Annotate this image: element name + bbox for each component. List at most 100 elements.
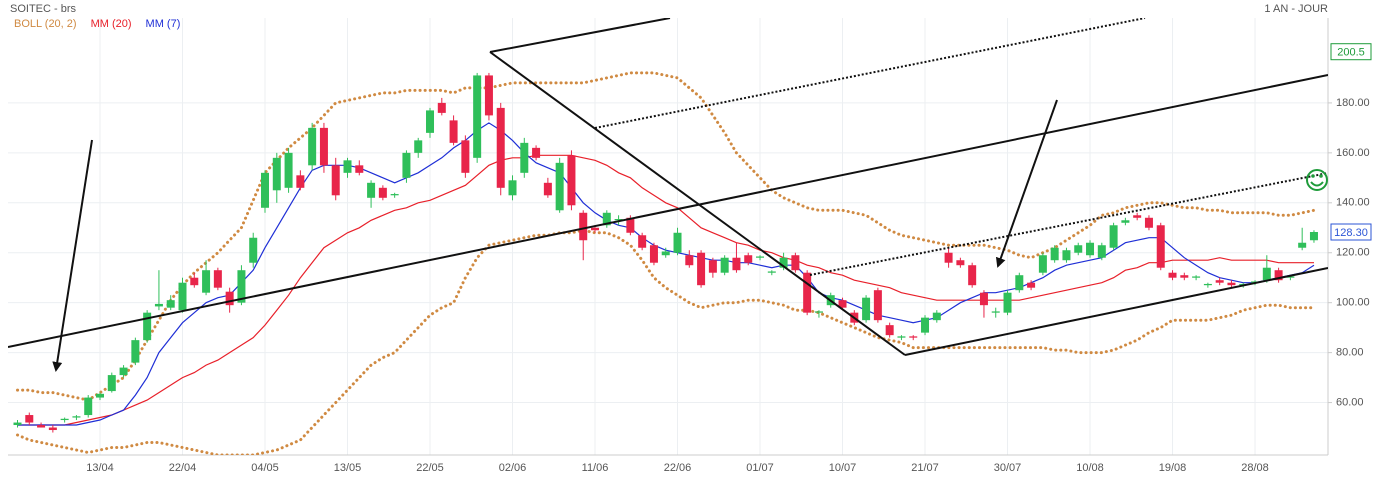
candle-body	[143, 312, 152, 341]
candle-body	[991, 311, 1000, 313]
candle-body	[756, 256, 765, 258]
candle-body	[909, 336, 918, 338]
candle-body	[48, 427, 57, 431]
candle-body	[508, 180, 517, 196]
indicator-line	[17, 154, 1314, 426]
candle-body	[944, 252, 953, 263]
x-tick-label: 10/08	[1076, 462, 1104, 474]
candle-body	[814, 311, 823, 313]
candle-body	[532, 147, 541, 158]
candle-body	[272, 157, 281, 191]
trend-line	[8, 74, 1328, 348]
trend-line	[904, 267, 1328, 356]
candle-body	[555, 162, 564, 211]
candle-body	[284, 152, 293, 188]
candle-body	[803, 272, 812, 313]
y-tick-label: 120.00	[1336, 247, 1370, 259]
candle-body	[1074, 245, 1083, 253]
candle-body	[437, 102, 446, 113]
chart-title: SOITEC - brs	[10, 3, 77, 15]
x-tick-label: 19/08	[1159, 462, 1187, 474]
candle-body	[237, 270, 246, 303]
candle-body	[1015, 275, 1024, 291]
candle-body	[956, 260, 965, 266]
candle-body	[496, 107, 505, 188]
smiley-icon	[1306, 169, 1328, 191]
x-tick-label: 13/05	[334, 462, 362, 474]
candle-body	[979, 292, 988, 306]
candle-body	[1062, 250, 1071, 261]
candle-body	[119, 367, 128, 376]
y-tick-label: 80.00	[1336, 347, 1364, 359]
candle-body	[873, 290, 882, 321]
candle-body	[319, 127, 328, 166]
candle-body	[355, 165, 364, 173]
x-tick-label: 22/05	[416, 462, 444, 474]
legend-entry: BOLL (20, 2)	[14, 18, 77, 30]
trend-line	[489, 18, 671, 53]
candle-body	[744, 255, 753, 263]
candle-body	[697, 252, 706, 286]
candle-body	[96, 393, 105, 398]
candle-body	[473, 75, 482, 158]
candle-body	[626, 217, 635, 233]
candle-body	[1286, 276, 1295, 278]
candle-body	[1262, 267, 1271, 281]
indicator-line	[16, 71, 1316, 402]
x-tick-label: 01/07	[746, 462, 774, 474]
candle-body	[779, 257, 788, 268]
candle-body	[131, 340, 140, 363]
x-tick-label: 22/04	[169, 462, 197, 474]
candle-body	[484, 75, 493, 116]
candle-body	[921, 317, 930, 333]
candle-body	[84, 397, 93, 416]
candle-body	[720, 257, 729, 273]
candle-body	[1109, 225, 1118, 248]
candle-body	[543, 182, 552, 196]
price-level-box	[1330, 223, 1372, 241]
candle-body	[72, 416, 81, 418]
candle-body	[25, 415, 34, 423]
candle-body	[1180, 275, 1189, 278]
trend-line	[594, 18, 1146, 129]
y-tick-label: 180.00	[1336, 97, 1370, 109]
candle-body	[190, 277, 199, 286]
candle-body	[402, 152, 411, 178]
candle-body	[414, 140, 423, 153]
x-tick-label: 13/04	[86, 462, 114, 474]
candle-body	[213, 270, 222, 288]
drawings	[8, 18, 1328, 372]
candle-body	[708, 260, 717, 273]
candle-body	[37, 425, 46, 428]
indicator-line	[16, 228, 1316, 455]
candle-body	[331, 165, 340, 196]
x-tick-label: 11/06	[582, 462, 609, 474]
candle-body	[1027, 282, 1036, 288]
candle-body	[649, 245, 658, 263]
candle-body	[862, 297, 871, 321]
candle-body	[1144, 217, 1153, 228]
candle-body	[1156, 225, 1165, 268]
candle-body	[1121, 220, 1130, 223]
candle-body	[154, 303, 163, 307]
y-tick-label: 100.00	[1336, 297, 1370, 309]
candle-body	[1298, 242, 1307, 248]
candle-body	[1168, 272, 1177, 278]
x-tick-label: 04/05	[251, 462, 279, 474]
candle-body	[968, 265, 977, 286]
candle-body	[791, 255, 800, 271]
candle-body	[178, 282, 187, 311]
candle-body	[60, 418, 69, 421]
x-tick-label: 10/07	[829, 462, 857, 474]
candle-body	[1203, 283, 1212, 286]
price-level-label: 200.5	[1337, 47, 1365, 59]
candle-body	[1133, 215, 1142, 218]
axes: 60.00 80.00 100.00 120.00 140.00 160.00 180.00…	[86, 43, 1372, 474]
candle-body	[461, 140, 470, 173]
candle-body	[367, 182, 376, 198]
x-tick-label: 22/06	[664, 462, 692, 474]
candle-body	[614, 219, 623, 221]
candle-body	[685, 255, 694, 266]
candle-body	[567, 155, 576, 206]
candle-body	[932, 312, 941, 321]
